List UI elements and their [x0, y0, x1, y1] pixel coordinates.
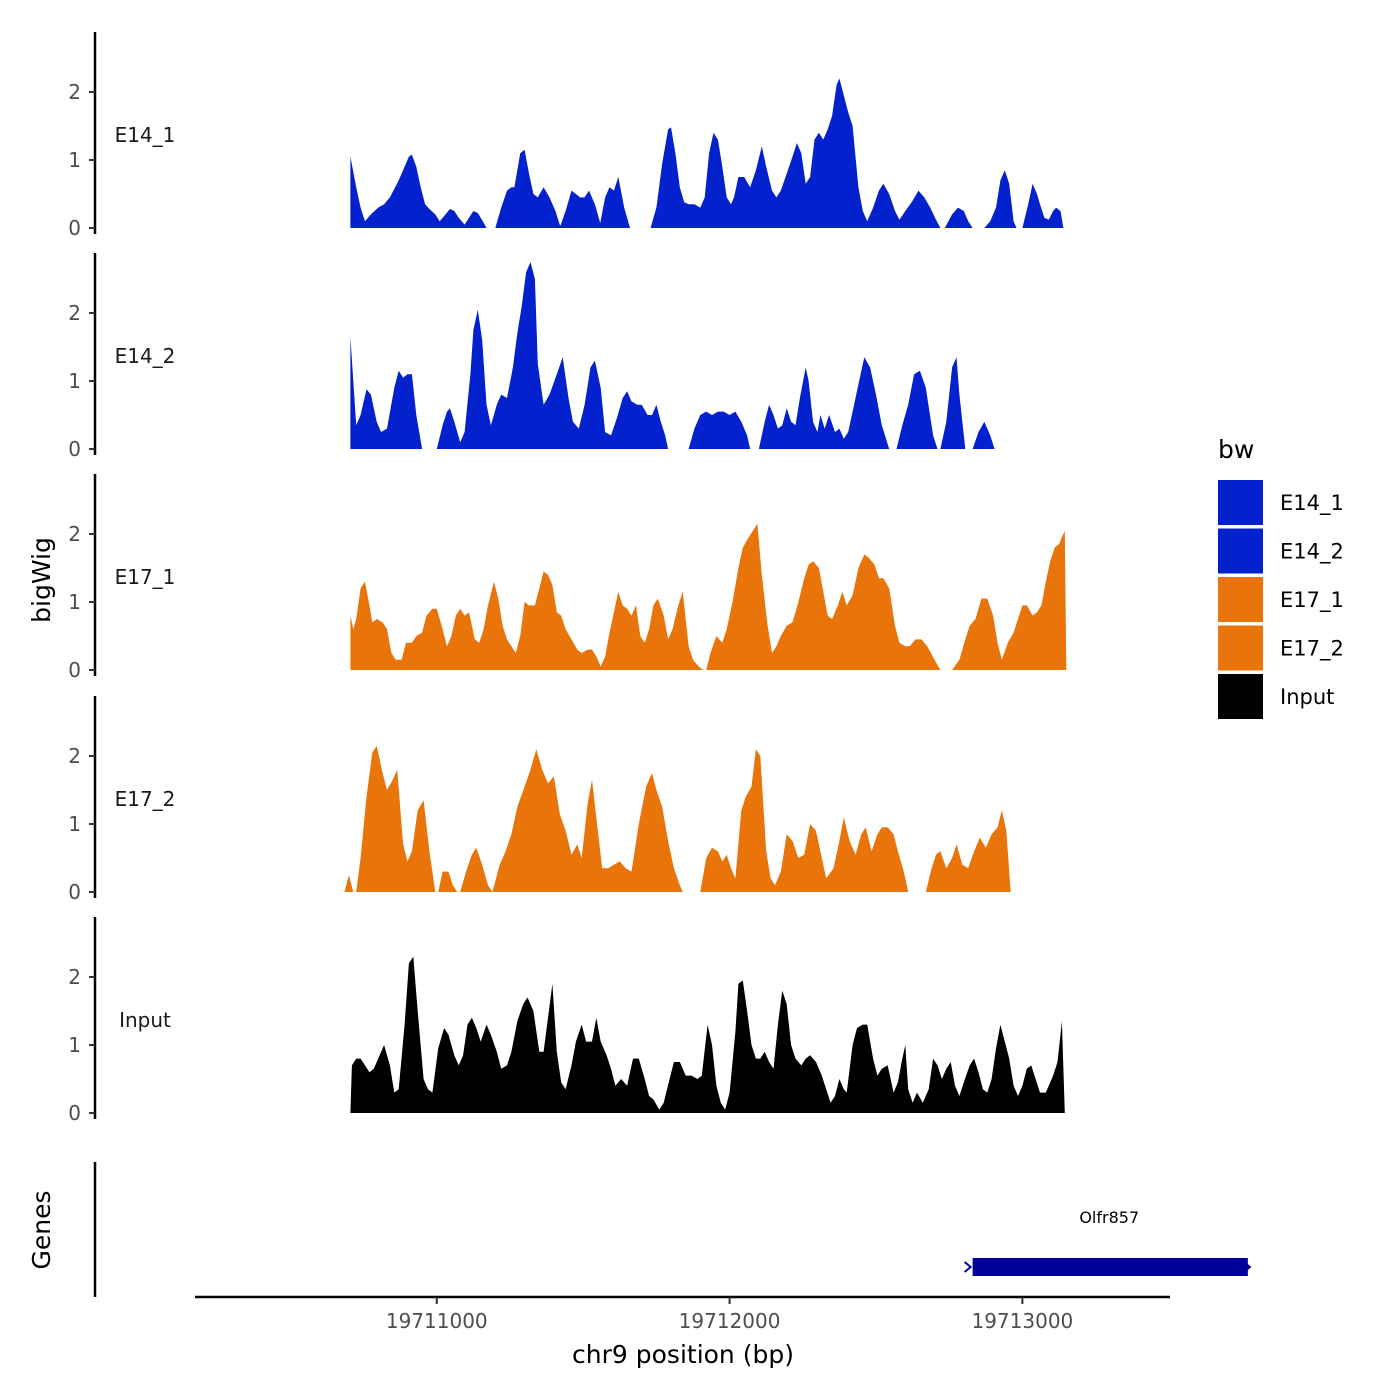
track-label: E14_2 [115, 344, 176, 368]
signal-area [350, 154, 445, 228]
signal-area [438, 871, 458, 892]
x-axis: 19711000 19712000 19713000 [195, 1295, 1170, 1333]
legend-swatch [1218, 480, 1263, 525]
track-e17-2: 0 1 2 E17_2 [68, 696, 1011, 904]
legend-label: E14_2 [1280, 540, 1344, 565]
legend-swatch [1218, 625, 1263, 671]
x-axis-title: chr9 position (bp) [572, 1340, 794, 1369]
signal-area [925, 810, 1011, 892]
signal-area [944, 207, 973, 228]
y-tick-label: 1 [68, 590, 81, 614]
legend: bw E14_1 E14_2 E17_1 E17_2 Input [1218, 435, 1344, 719]
y-tick-label: 2 [68, 522, 81, 546]
track-label: E17_2 [115, 787, 176, 811]
y-tick-label: 0 [68, 1101, 81, 1125]
legend-entry: Input [1218, 674, 1334, 719]
signal-area [559, 190, 603, 228]
track-e14-1: 0 1 2 E14_1 [68, 32, 1064, 240]
gene-olfr857: Olfr857 [963, 1208, 1252, 1276]
y-axis-title: bigWig [27, 537, 56, 623]
legend-label: E17_2 [1280, 637, 1344, 662]
gene-body [972, 1258, 1248, 1276]
signal-area [688, 411, 751, 449]
y-tick-label: 2 [68, 744, 81, 768]
signal-area [984, 170, 1017, 228]
track-e14-2: 0 1 2 E14_2 [68, 253, 995, 461]
legend-label: Input [1280, 685, 1334, 709]
gene-strand-arrow [1243, 1261, 1252, 1273]
track-label: E17_1 [115, 565, 176, 589]
signal-area [896, 370, 938, 449]
x-tick-label: 19713000 [971, 1309, 1073, 1333]
genes-track: Olfr857 [93, 1162, 1252, 1297]
legend-swatch [1218, 674, 1263, 719]
signal-area [350, 336, 423, 449]
signal-area [350, 956, 1065, 1113]
gene-strand-arrow [963, 1261, 973, 1273]
signal-area [460, 847, 493, 892]
signal-area [650, 78, 941, 229]
genes-axis-title: Genes [27, 1190, 56, 1269]
y-tick-label: 2 [68, 301, 81, 325]
y-tick-label: 0 [68, 880, 81, 904]
signal-area [436, 209, 487, 228]
signal-area [344, 875, 354, 892]
signal-area [436, 262, 669, 449]
signal-area [706, 523, 941, 670]
legend-label: E17_1 [1280, 588, 1344, 613]
y-tick-label: 0 [68, 437, 81, 461]
signal-area [952, 530, 1067, 670]
signal-area [495, 149, 563, 228]
signal-area [972, 421, 995, 449]
signal-area [350, 571, 704, 670]
track-label: Input [119, 1008, 171, 1032]
y-tick-label: 0 [68, 216, 81, 240]
legend-title: bw [1218, 435, 1254, 464]
signal-area [356, 745, 436, 892]
signal-area [492, 749, 683, 892]
tracks-layer: 0 1 2 E14_1 0 1 2 E14_2 0 1 2 E17_1 0 1 2 E17_2 0 1 2 Input [68, 32, 1067, 1125]
signal-area [1022, 183, 1064, 228]
legend-label: E14_1 [1280, 491, 1344, 516]
legend-swatch [1218, 577, 1263, 622]
signal-area [599, 177, 630, 228]
x-tick-label: 19712000 [679, 1309, 781, 1333]
track-input: 0 1 2 Input [68, 917, 1065, 1125]
legend-entry: E14_2 [1218, 528, 1344, 574]
y-tick-label: 0 [68, 658, 81, 682]
y-tick-label: 1 [68, 148, 81, 172]
legend-entry: E17_2 [1218, 625, 1344, 671]
y-tick-label: 1 [68, 1033, 81, 1057]
signal-area [700, 749, 909, 892]
legend-swatch [1218, 528, 1263, 574]
x-tick-label: 19711000 [386, 1309, 488, 1333]
y-tick-label: 1 [68, 812, 81, 836]
signal-area [940, 357, 966, 449]
gene-label: Olfr857 [1079, 1208, 1139, 1227]
y-tick-label: 2 [68, 80, 81, 104]
track-e17-1: 0 1 2 E17_1 [68, 474, 1067, 682]
track-label: E14_1 [115, 123, 176, 147]
y-tick-label: 1 [68, 369, 81, 393]
y-tick-label: 2 [68, 965, 81, 989]
legend-entry: E14_1 [1218, 480, 1344, 525]
legend-entry: E17_1 [1218, 577, 1344, 622]
signal-area [758, 357, 890, 449]
